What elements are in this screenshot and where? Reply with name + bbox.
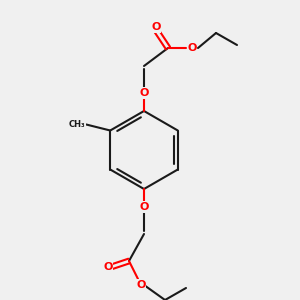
Text: O: O (151, 22, 161, 32)
Text: O: O (103, 262, 113, 272)
Text: O: O (136, 280, 146, 290)
Text: O: O (187, 43, 197, 53)
Text: CH₃: CH₃ (69, 120, 85, 129)
Text: O: O (139, 88, 149, 98)
Text: O: O (139, 202, 149, 212)
